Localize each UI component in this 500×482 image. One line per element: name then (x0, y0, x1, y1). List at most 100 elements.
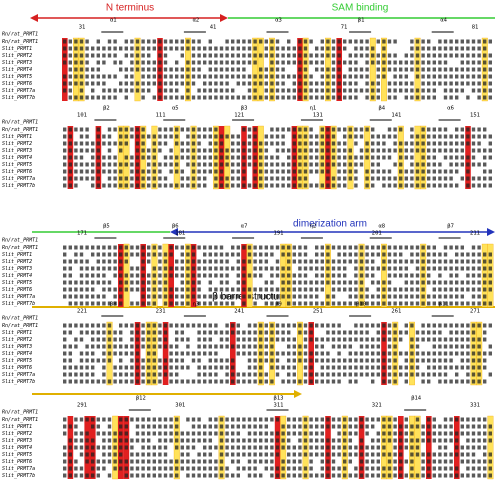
residue (387, 337, 392, 342)
residue (354, 337, 358, 342)
residue (152, 252, 156, 257)
residue (124, 344, 128, 349)
residue (410, 252, 414, 257)
residue (477, 473, 481, 478)
residue (214, 134, 218, 139)
residue (96, 273, 100, 278)
residue (119, 287, 123, 292)
residue (466, 74, 470, 79)
residue (169, 424, 173, 429)
residue (309, 431, 313, 436)
residue (147, 259, 151, 264)
residue (488, 88, 492, 93)
residue (147, 323, 151, 328)
residue (119, 134, 123, 139)
residue (365, 337, 369, 342)
residue (315, 294, 319, 299)
residue (124, 74, 128, 79)
residue (315, 134, 319, 139)
residue (443, 445, 448, 450)
residue (382, 46, 386, 51)
residue (214, 162, 218, 167)
residue (415, 95, 420, 100)
residue (225, 81, 229, 86)
residue (169, 245, 173, 250)
residue (275, 81, 280, 86)
residue (264, 337, 268, 342)
residue (343, 127, 347, 132)
residue (365, 344, 369, 349)
residue (180, 438, 184, 443)
residue (410, 60, 414, 65)
residue (91, 365, 95, 370)
residue (264, 46, 268, 51)
residue (107, 46, 112, 51)
residue (404, 365, 408, 370)
residue (119, 459, 123, 464)
residue (404, 445, 408, 450)
residue (455, 372, 459, 377)
residue (410, 273, 414, 278)
residue (203, 95, 207, 100)
residue (443, 155, 448, 160)
residue (147, 148, 151, 153)
residue (415, 287, 420, 292)
residue (186, 445, 190, 450)
residue (74, 60, 78, 65)
residue (326, 74, 330, 79)
residue (231, 74, 235, 79)
residue (371, 81, 375, 86)
residue (449, 280, 453, 285)
residue (158, 148, 162, 153)
residue (107, 379, 112, 384)
residue (225, 266, 229, 271)
residue (443, 183, 448, 188)
residue (337, 60, 341, 65)
residue (354, 95, 358, 100)
position-number: 111 (156, 113, 166, 119)
residue (259, 183, 263, 188)
residue (427, 148, 431, 153)
residue (275, 330, 280, 335)
residue (281, 365, 285, 370)
residue (270, 245, 274, 250)
residue (449, 466, 453, 471)
residue (421, 473, 425, 478)
residue (152, 372, 156, 377)
residue (315, 148, 319, 153)
residue (365, 473, 369, 478)
residue (287, 53, 291, 58)
residue (147, 459, 151, 464)
residue (410, 95, 414, 100)
residue (203, 266, 207, 271)
residue (275, 358, 280, 363)
residue (91, 162, 95, 167)
residue (147, 466, 151, 471)
residue (247, 81, 252, 86)
residue (147, 372, 151, 377)
residue (275, 53, 280, 58)
residue (68, 183, 72, 188)
position-number: 191 (274, 231, 284, 237)
residue (427, 266, 431, 271)
residue (298, 134, 302, 139)
residue (477, 266, 481, 271)
residue (270, 459, 274, 464)
residue (236, 438, 240, 443)
residue (421, 351, 425, 356)
residue (270, 169, 274, 174)
residue (348, 280, 352, 285)
residue (191, 424, 196, 429)
residue (443, 39, 448, 44)
residue (264, 162, 268, 167)
residue (79, 417, 84, 422)
residue (303, 280, 308, 285)
residue (74, 323, 78, 328)
residue (68, 81, 72, 86)
residue (102, 459, 106, 464)
residue (359, 287, 364, 292)
residue (175, 95, 179, 100)
residue (203, 452, 207, 457)
residue (292, 445, 296, 450)
residue (197, 127, 201, 132)
